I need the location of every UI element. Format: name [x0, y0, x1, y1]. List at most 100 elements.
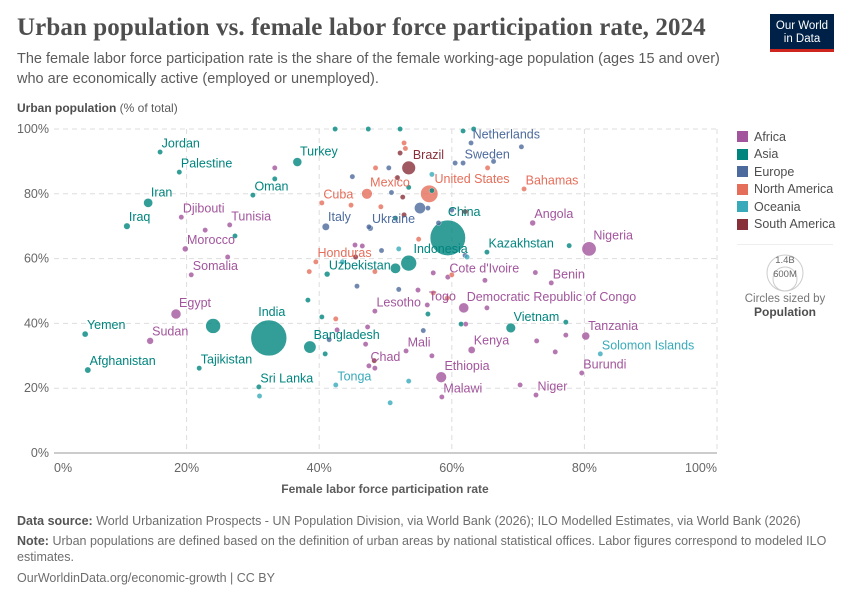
data-point[interactable]: [396, 286, 402, 293]
data-point[interactable]: [566, 242, 572, 249]
data-point[interactable]: [518, 144, 525, 150]
point-egypt[interactable]: [170, 308, 182, 320]
point-ethiopia[interactable]: [435, 371, 447, 383]
point-netherlands[interactable]: [468, 140, 474, 146]
point-benin[interactable]: [548, 280, 555, 286]
data-point[interactable]: [333, 316, 339, 322]
legend-item-oceania[interactable]: Oceania: [737, 198, 835, 216]
legend-item-south-america[interactable]: South America: [737, 216, 835, 234]
owid-logo[interactable]: Our World in Data: [770, 14, 834, 52]
data-point[interactable]: [388, 189, 395, 196]
data-point[interactable]: [517, 382, 523, 388]
data-point[interactable]: [365, 126, 372, 132]
data-point[interactable]: [563, 332, 569, 338]
point-jordan[interactable]: [157, 149, 163, 155]
data-point[interactable]: [449, 207, 455, 213]
point-lesotho[interactable]: [372, 308, 378, 314]
data-point[interactable]: [401, 140, 407, 146]
point-niger[interactable]: [533, 392, 539, 398]
data-point[interactable]: [397, 126, 403, 132]
data-point[interactable]: [256, 393, 263, 399]
point-burundi[interactable]: [578, 370, 585, 376]
data-point[interactable]: [326, 336, 332, 343]
data-point[interactable]: [399, 194, 406, 200]
data-point[interactable]: [272, 165, 278, 171]
data-point[interactable]: [482, 277, 488, 284]
data-point[interactable]: [401, 212, 407, 218]
legend-item-africa[interactable]: Africa: [737, 128, 835, 146]
data-point[interactable]: [462, 321, 469, 327]
data-point[interactable]: [372, 165, 379, 171]
point-mali[interactable]: [403, 348, 409, 354]
data-point[interactable]: [425, 205, 431, 211]
point-iran[interactable]: [143, 198, 153, 208]
point-china[interactable]: [429, 219, 466, 256]
point-tanzania[interactable]: [581, 331, 590, 341]
data-point[interactable]: [352, 254, 359, 260]
point-bangladesh[interactable]: [303, 340, 317, 354]
data-point[interactable]: [366, 224, 372, 230]
point-kenya[interactable]: [468, 346, 476, 354]
data-point[interactable]: [378, 247, 385, 254]
data-point[interactable]: [444, 295, 450, 301]
data-point[interactable]: [371, 357, 377, 364]
legend-item-asia[interactable]: Asia: [737, 146, 835, 164]
data-point[interactable]: [339, 259, 346, 265]
data-point[interactable]: [224, 254, 231, 260]
data-point[interactable]: [449, 272, 455, 278]
data-point[interactable]: [532, 269, 539, 276]
data-point[interactable]: [306, 268, 313, 275]
data-point[interactable]: [359, 243, 366, 249]
point-uzbekistan[interactable]: [324, 271, 331, 278]
data-point[interactable]: [552, 349, 558, 355]
data-point[interactable]: [435, 220, 442, 226]
data-point[interactable]: [349, 173, 356, 180]
data-point[interactable]: [415, 236, 422, 242]
point-democratic-republic-of-congo[interactable]: [458, 302, 469, 313]
point-cuba[interactable]: [319, 200, 325, 206]
data-point[interactable]: [490, 158, 497, 165]
point-tunisia[interactable]: [226, 222, 233, 228]
point-angola[interactable]: [529, 219, 536, 226]
data-point[interactable]: [429, 353, 435, 359]
data-point[interactable]: [429, 171, 435, 178]
data-point[interactable]: [402, 145, 409, 152]
point-sri-lanka[interactable]: [256, 384, 262, 390]
data-point[interactable]: [533, 338, 540, 344]
data-point[interactable]: [484, 165, 491, 171]
data-point[interactable]: [386, 165, 392, 171]
point-nigeria[interactable]: [581, 241, 597, 257]
data-point[interactable]: [372, 365, 378, 371]
data-point[interactable]: [484, 305, 490, 311]
legend-item-north-america[interactable]: North America: [737, 181, 835, 199]
data-point[interactable]: [405, 184, 412, 191]
point-yemen[interactable]: [82, 330, 89, 338]
data-point[interactable]: [413, 202, 426, 215]
credit-link[interactable]: OurWorldinData.org/economic-growth | CC …: [17, 571, 275, 585]
point-morocco[interactable]: [182, 245, 189, 252]
point-sweden[interactable]: [460, 160, 466, 166]
point-togo[interactable]: [424, 302, 431, 308]
data-point[interactable]: [420, 327, 427, 334]
point-italy[interactable]: [322, 223, 330, 231]
data-point[interactable]: [378, 204, 384, 210]
point-mexico[interactable]: [361, 188, 373, 200]
data-point[interactable]: [364, 324, 371, 330]
data-point[interactable]: [322, 351, 328, 357]
data-point[interactable]: [387, 400, 393, 406]
data-point[interactable]: [319, 314, 325, 320]
data-point[interactable]: [430, 270, 436, 276]
point-turkey[interactable]: [292, 157, 302, 167]
point-somalia[interactable]: [188, 272, 194, 278]
point-indonesia[interactable]: [400, 254, 417, 272]
point-djibouti[interactable]: [178, 214, 185, 220]
data-point[interactable]: [392, 215, 399, 221]
point-vietnam[interactable]: [505, 323, 516, 333]
data-point[interactable]: [405, 378, 412, 384]
data-point[interactable]: [452, 160, 458, 166]
point-solomon-islands[interactable]: [597, 351, 604, 357]
data-point[interactable]: [372, 268, 378, 275]
data-point[interactable]: [397, 150, 403, 156]
point-united-states[interactable]: [420, 184, 439, 203]
data-point[interactable]: [272, 176, 278, 182]
